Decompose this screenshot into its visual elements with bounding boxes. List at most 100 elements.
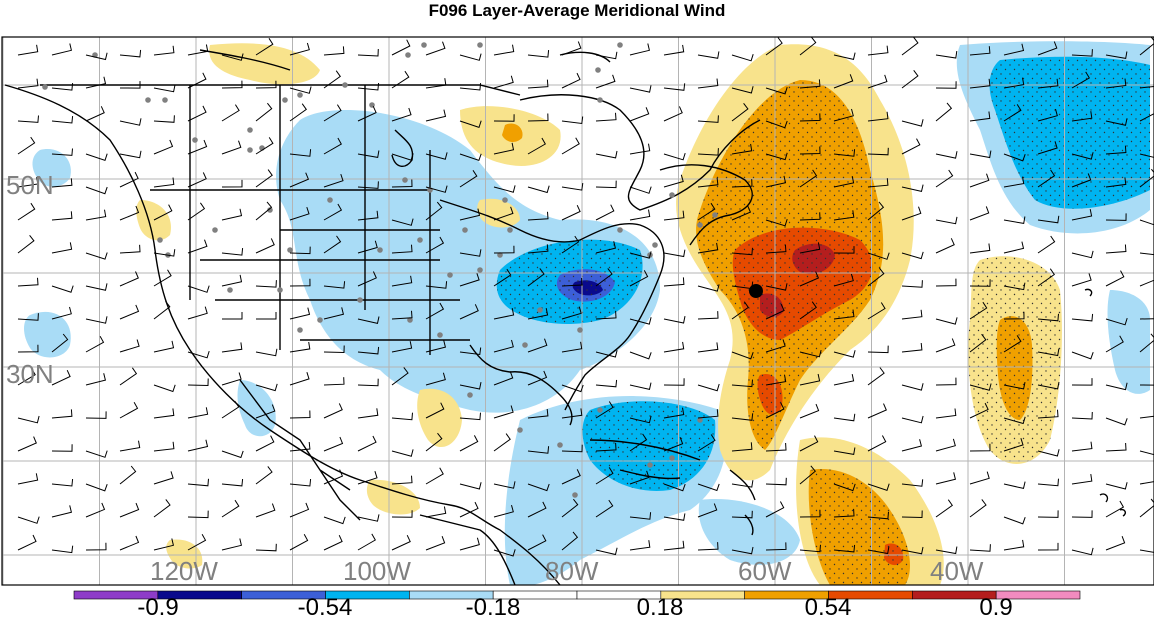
wind-barb — [867, 403, 887, 419]
wind-barb — [629, 470, 650, 485]
wind-barb — [765, 442, 787, 452]
wind-barb — [391, 39, 411, 56]
wind-barb — [833, 447, 856, 455]
wind-barb — [527, 244, 549, 254]
wind-barb — [1139, 333, 1154, 353]
wind-barb — [391, 107, 412, 122]
wind-barb — [51, 333, 69, 353]
wind-barb — [731, 301, 749, 320]
wind-barb — [799, 169, 818, 188]
wind-barb — [425, 467, 444, 485]
station-dot — [462, 227, 468, 233]
wind-barb — [425, 340, 447, 353]
wind-barb — [17, 177, 39, 188]
longitude-label-40w: 40W — [930, 556, 984, 586]
wind-barb — [425, 402, 445, 419]
wind-barb — [969, 383, 992, 391]
wind-barb — [119, 118, 142, 126]
wind-barb — [1071, 547, 1094, 556]
wind-barb — [493, 308, 515, 320]
wind-barb — [697, 483, 720, 492]
wind-barb — [221, 342, 243, 353]
wind-barb — [85, 252, 108, 260]
wind-barb — [85, 450, 108, 458]
wind-barb — [867, 74, 888, 89]
wind-barb — [1105, 317, 1128, 326]
wind-barb — [255, 238, 275, 254]
wind-barb — [629, 415, 652, 424]
wind-barb — [85, 373, 107, 386]
wind-barb — [323, 235, 342, 254]
wind-barb — [153, 84, 176, 93]
wind-barb — [527, 113, 549, 122]
station-dot — [297, 92, 303, 98]
wind-barb — [799, 79, 821, 89]
wind-barb — [425, 236, 445, 254]
wind-barb — [1105, 482, 1128, 490]
wind-barb — [867, 483, 890, 492]
station-dot — [287, 247, 293, 253]
wind-barb — [901, 70, 919, 89]
wind-barb — [731, 86, 754, 94]
wind-barb — [663, 341, 685, 353]
wind-barb — [153, 538, 175, 551]
wind-barb — [731, 102, 749, 122]
wind-barb — [459, 249, 482, 257]
wind-barb — [51, 285, 74, 293]
wind-barb — [255, 435, 275, 452]
wind-barb — [867, 45, 889, 56]
wind-barb — [425, 281, 448, 289]
wind-barb — [663, 44, 685, 56]
wind-barb — [119, 367, 138, 386]
wind-barb — [1003, 43, 1025, 56]
station-dot — [647, 462, 653, 468]
wind-barb — [561, 183, 584, 191]
wind-barb — [357, 514, 380, 522]
wind-barb — [1139, 37, 1154, 56]
wind-barb — [255, 102, 273, 122]
wind-barb — [153, 139, 174, 155]
wind-barb — [391, 244, 413, 254]
wind-barb — [85, 502, 106, 518]
wind-barb — [85, 153, 108, 162]
wind-barb — [255, 404, 276, 419]
wind-barb — [187, 44, 209, 56]
wind-barb — [561, 277, 583, 287]
wind-barb — [357, 48, 379, 57]
wind-barb — [867, 111, 889, 122]
wind-barb — [493, 504, 514, 518]
wind-barb — [867, 546, 890, 555]
wind-barb — [357, 240, 378, 254]
wind-barb — [85, 283, 108, 291]
wind-barb — [425, 152, 448, 160]
wind-barb — [867, 178, 889, 188]
wind-barb — [255, 280, 277, 288]
wind-barb — [527, 308, 549, 320]
wind-barb — [289, 372, 310, 386]
wind-barb — [17, 202, 36, 221]
wind-barb — [51, 242, 73, 254]
wind-barb — [935, 102, 953, 122]
wind-barb — [459, 273, 480, 287]
wind-barb — [799, 509, 821, 518]
wind-barb — [663, 378, 685, 386]
wind-barb — [119, 49, 142, 58]
wind-barb — [425, 201, 443, 221]
longitude-label-60w: 60W — [738, 556, 792, 586]
wind-barb — [1003, 539, 1025, 551]
wind-barb — [1105, 500, 1125, 518]
wind-barb — [527, 268, 545, 287]
station-dot — [502, 197, 508, 203]
wind-barb — [935, 278, 957, 287]
wind-barb — [595, 401, 614, 419]
wind-barb — [493, 114, 515, 122]
wind-barb — [833, 413, 856, 422]
wind-barb — [187, 72, 207, 89]
station-dot — [42, 84, 48, 90]
wind-barb — [221, 104, 240, 122]
wind-barb — [799, 271, 820, 287]
wind-barb — [119, 502, 140, 518]
wind-barb — [765, 374, 787, 386]
wind-barb — [969, 111, 991, 122]
